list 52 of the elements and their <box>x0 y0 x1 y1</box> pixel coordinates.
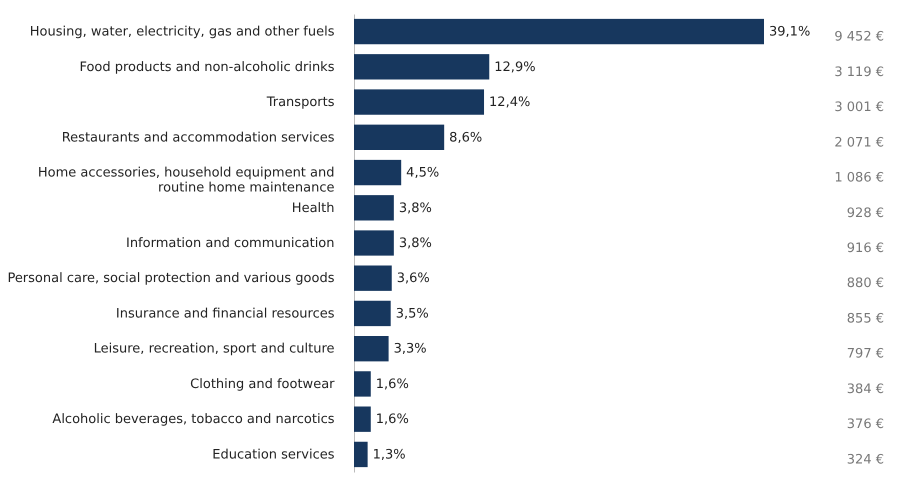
text: 3 119 € <box>834 64 884 80</box>
data-label: 12,4% <box>489 95 530 110</box>
data-label: 3,8% <box>398 236 432 251</box>
data-label: 3,8% <box>398 200 432 216</box>
text: 797 € <box>846 346 884 362</box>
text: 3 001 € <box>834 100 884 116</box>
text: 9 452 € <box>834 30 884 45</box>
bar <box>354 371 371 397</box>
data-label: 1,6% <box>376 412 409 428</box>
bar <box>354 160 402 186</box>
bar <box>354 89 484 115</box>
data-label: 4,5% <box>406 166 440 181</box>
text: 880 € <box>846 276 884 292</box>
bar <box>354 195 394 220</box>
y-tick-label: Alcoholic beverages, tobacco and narcotics <box>52 412 335 428</box>
y-tick-label: Education services <box>212 447 335 462</box>
text: 376 € <box>846 417 884 432</box>
text: 1 086 € <box>834 170 884 186</box>
y-tick-label: Insurance and financial resources <box>116 306 335 322</box>
data-label: 39,1% <box>769 24 810 40</box>
data-label: 1,3% <box>372 447 406 462</box>
data-label: 8,6% <box>449 130 482 146</box>
y-tick-label: Clothing and footwear <box>190 376 336 392</box>
text: 324 € <box>846 452 884 468</box>
y-tick-label: Personal care, social protection and various goods <box>7 271 335 286</box>
bar <box>354 230 394 256</box>
data-label: 12,9% <box>494 60 536 75</box>
text: 855 € <box>846 311 884 326</box>
bar <box>354 124 444 150</box>
data-label: 1,6% <box>376 376 409 392</box>
y-tick-label: Health <box>292 200 334 216</box>
data-label: 3,6% <box>396 271 430 286</box>
bar <box>354 18 764 44</box>
y-tick-label: Leisure, recreation, sport and culture <box>94 342 334 357</box>
data-label: 3,3% <box>394 342 427 357</box>
y-tick-label: Restaurants and accommodation services <box>62 130 335 146</box>
data-label: 3,5% <box>396 306 429 322</box>
text: 2 071 € <box>834 135 884 150</box>
y-tick-label: Home accessories, household equipment and routine home maintenance <box>38 166 334 196</box>
y-tick-label: Food products and non-alcoholic drinks <box>79 60 335 75</box>
y-tick-label: Information and communication <box>126 236 334 251</box>
bar <box>354 442 368 468</box>
y-tick-label: Housing, water, electricity, gas and other fuels <box>30 24 335 40</box>
bar <box>354 266 392 291</box>
text: 916 € <box>846 241 884 256</box>
bar <box>354 406 371 432</box>
bar <box>354 336 389 362</box>
bar <box>354 300 391 326</box>
text: 928 € <box>846 206 884 221</box>
text: 384 € <box>846 382 884 397</box>
y-tick-label: Transports <box>266 95 335 110</box>
bar <box>354 54 490 80</box>
